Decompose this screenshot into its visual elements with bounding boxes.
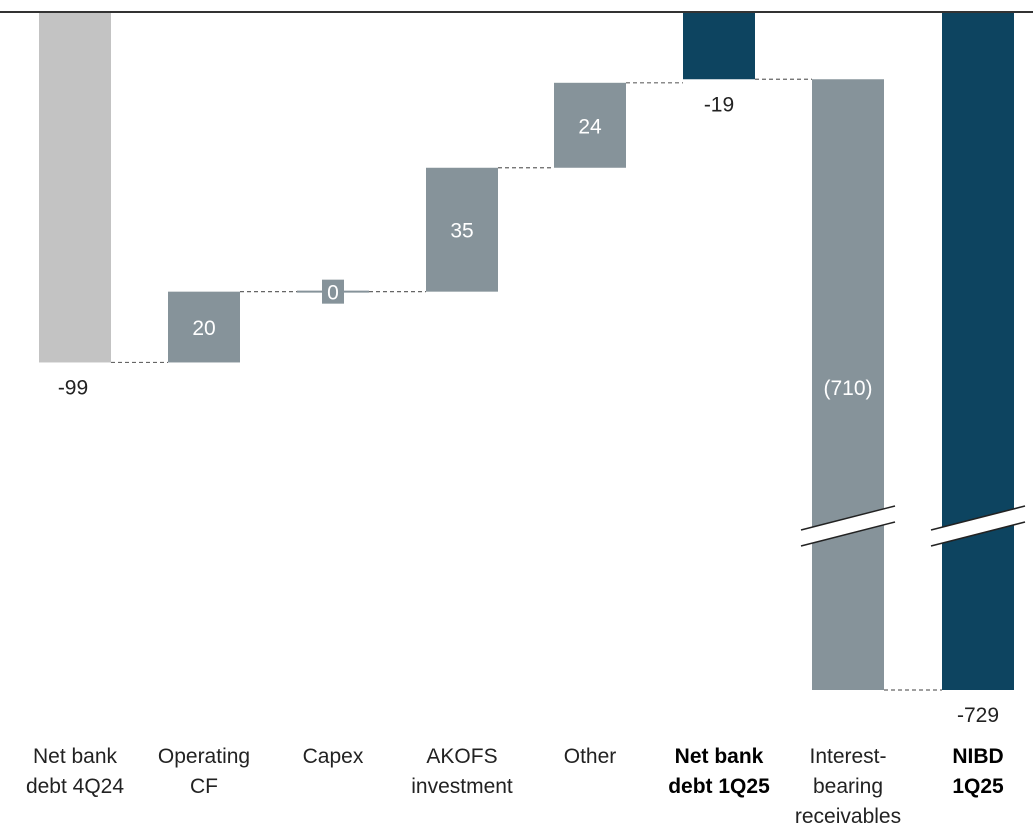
category-label-net-bank-debt-1q25: Net bank debt 1Q25 (668, 745, 770, 798)
value-label-net-bank-debt-4q24: -99 (58, 376, 88, 399)
value-label-net-bank-debt-1q25: -19 (704, 93, 734, 116)
bar-other (554, 82, 626, 168)
value-label-capex: 0 (327, 282, 339, 305)
break-line-nibd-1q25 (930, 505, 1026, 531)
bar-akofs-investment (426, 167, 498, 292)
break-line-nibd-1q25 (930, 521, 1026, 547)
axis-breaks (800, 505, 1026, 547)
category-label-akofs-investment: AKOFS investment (411, 745, 513, 798)
category-label-other: Other (564, 745, 617, 768)
value-label-akofs-investment: 35 (450, 220, 473, 243)
bar-net-bank-debt-4q24 (39, 12, 111, 363)
connector-lines (111, 78, 942, 691)
category-label-net-bank-debt-4q24: Net bank debt 4Q24 (26, 745, 124, 798)
value-label-other: 24 (578, 115, 602, 138)
category-label-nibd-1q25: NIBD 1Q25 (952, 745, 1004, 798)
category-label-operating-cf: Operating CF (158, 745, 250, 798)
bar-net-bank-debt-1q25 (683, 12, 755, 80)
bar-operating-cf (168, 291, 240, 363)
bar-capex (322, 279, 344, 304)
break-gap-interest-bearing-receivables (801, 506, 895, 546)
break-line-interest-bearing-receivables (800, 505, 896, 531)
category-label-interest-bearing-receivables: Interest-bearing receivables (795, 745, 901, 828)
value-label-nibd-1q25: -729 (957, 704, 999, 727)
break-gap-nibd-1q25 (931, 506, 1025, 546)
value-label-interest-bearing-receivables: (710) (823, 377, 872, 400)
bar-nibd-1q25 (942, 12, 1014, 690)
bars (39, 12, 1014, 690)
category-label-capex: Capex (303, 745, 364, 768)
bar-interest-bearing-receivables (812, 79, 884, 690)
category-labels: Net bank debt 4Q24 Operating CF Capex AKOFS in… (26, 745, 1004, 828)
value-label-operating-cf: 20 (192, 317, 215, 340)
value-labels: -99 20 0 35 24 -19 (710) -729 (58, 93, 999, 727)
break-line-interest-bearing-receivables (800, 521, 896, 547)
